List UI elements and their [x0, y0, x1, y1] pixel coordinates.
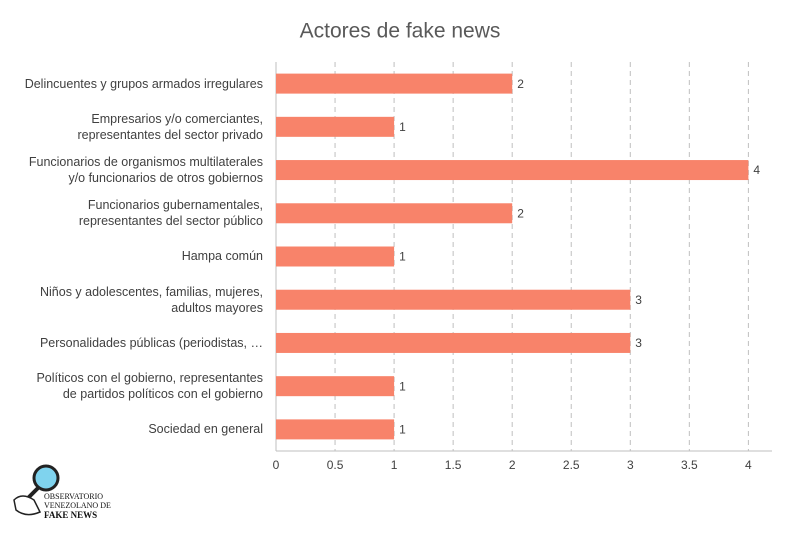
x-tick-label: 2.5	[563, 458, 580, 472]
bar	[276, 376, 395, 397]
logo-lens	[32, 464, 60, 492]
value-label: 3	[635, 293, 642, 307]
bar	[276, 246, 395, 267]
y-tick-label: Delincuentes y grupos armados irregulare…	[24, 76, 263, 91]
y-tick-label: Empresarios y/o comerciantes, representa…	[77, 111, 263, 142]
bar	[276, 160, 749, 181]
x-tick-label: 3.5	[681, 458, 698, 472]
value-label: 4	[753, 163, 760, 177]
value-label: 1	[399, 120, 406, 134]
logo: OBSERVATORIO VENEZOLANO DE FAKE NEWS	[13, 464, 111, 520]
y-tick-label: Personalidades públicas (periodistas, …	[39, 335, 263, 350]
y-tick-label: Funcionarios gubernamentales, representa…	[78, 198, 263, 229]
chart-title: Actores de fake news	[300, 20, 501, 43]
value-label: 2	[517, 77, 524, 91]
bar	[276, 289, 631, 310]
x-tick-label: 2	[509, 458, 516, 472]
bar	[276, 73, 513, 94]
value-label: 1	[399, 250, 406, 264]
x-tick-label: 0.5	[327, 458, 344, 472]
value-label: 1	[399, 379, 406, 393]
value-label: 3	[635, 336, 642, 350]
bar	[276, 419, 395, 440]
y-tick-label: Políticos con el gobierno, representante…	[36, 371, 263, 402]
y-tick-label: Sociedad en general	[148, 422, 263, 437]
bar	[276, 116, 395, 137]
logo-text: FAKE NEWS	[44, 510, 97, 520]
bar	[276, 203, 513, 224]
y-tick-label: Funcionarios de organismos multilaterale…	[28, 155, 263, 186]
x-tick-label: 1.5	[445, 458, 462, 472]
value-label: 2	[517, 206, 524, 220]
y-tick-label: Hampa común	[181, 249, 263, 264]
value-label: 1	[399, 423, 406, 437]
x-tick-label: 1	[391, 458, 398, 472]
x-tick-label: 4	[745, 458, 752, 472]
logo-text: OBSERVATORIO	[44, 492, 103, 501]
x-tick-label: 0	[273, 458, 280, 472]
bar	[276, 332, 631, 353]
x-tick-label: 3	[627, 458, 634, 472]
logo-hand	[13, 495, 42, 516]
y-tick-label: Niños y adolescentes, familias, mujeres,…	[39, 284, 263, 315]
logo-text: VENEZOLANO DE	[44, 501, 111, 510]
